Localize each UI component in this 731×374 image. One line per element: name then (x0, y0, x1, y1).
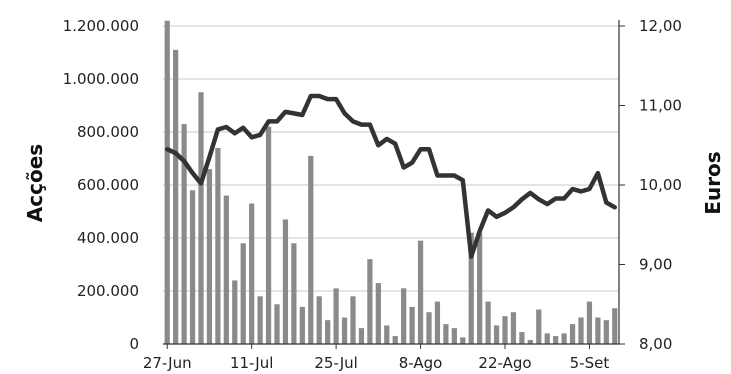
x-tick-label: 22-Ago (478, 354, 531, 372)
y-axis-right-title: Euros (701, 151, 725, 214)
y-axis-left-title: Acções (23, 144, 47, 222)
bar (485, 302, 490, 344)
x-tick-label: 8-Ago (399, 354, 443, 372)
bar (511, 312, 516, 344)
y-left-tick-label: 1.000.000 (63, 70, 139, 88)
bar (502, 316, 507, 344)
bar (165, 21, 170, 344)
bar (359, 328, 364, 344)
y-right-tick-label: 9,00 (639, 256, 672, 274)
bar (578, 318, 583, 345)
y-right-tick-label: 12,00 (639, 17, 682, 35)
bar (536, 310, 541, 344)
bar (570, 324, 575, 344)
x-tick-label: 5-Set (570, 354, 610, 372)
bar (393, 336, 398, 344)
bar (300, 307, 305, 344)
y-left-tick-label: 200.000 (77, 282, 139, 300)
bar (612, 308, 617, 344)
y-left-tick-label: 1.200.000 (63, 17, 139, 35)
y-right-tick-label: 10,00 (639, 176, 682, 194)
bar (409, 307, 414, 344)
bar (198, 92, 203, 344)
y-left-tick-label: 400.000 (77, 229, 139, 247)
x-tick-label: 11-Jul (230, 354, 273, 372)
bar (173, 50, 178, 344)
price-line (167, 96, 615, 257)
bar (257, 296, 262, 344)
y-left-tick-label: 0 (129, 335, 139, 353)
y-left-tick-label: 800.000 (77, 123, 139, 141)
bar (274, 304, 279, 344)
volume-bars (165, 21, 618, 344)
bar (401, 288, 406, 344)
bar (308, 156, 313, 344)
bar (249, 204, 254, 344)
grid-lines (163, 26, 619, 291)
bar (561, 333, 566, 344)
bar (519, 332, 524, 344)
bar (384, 325, 389, 344)
y-right-tick-label: 11,00 (639, 97, 682, 115)
bar (443, 324, 448, 344)
bar (215, 148, 220, 344)
bar (266, 127, 271, 344)
bar (325, 320, 330, 344)
bar (587, 302, 592, 344)
bar (224, 196, 229, 344)
bar (283, 219, 288, 344)
bar (545, 333, 550, 344)
bar (376, 283, 381, 344)
bar (333, 288, 338, 344)
bar (207, 169, 212, 344)
bar (317, 296, 322, 344)
bar (435, 302, 440, 344)
bar (232, 280, 237, 344)
bar (418, 241, 423, 344)
bar (241, 243, 246, 344)
bar (350, 296, 355, 344)
x-tick-label: 27-Jun (143, 354, 192, 372)
price-line-path (167, 96, 615, 257)
x-tick-label: 25-Jul (314, 354, 357, 372)
bar (452, 328, 457, 344)
bar (595, 318, 600, 345)
y-left-tick-label: 600.000 (77, 176, 139, 194)
bar (190, 190, 195, 344)
bar (477, 233, 482, 344)
bar (291, 243, 296, 344)
bar (553, 336, 558, 344)
y-right-tick-label: 8,00 (639, 335, 672, 353)
bar (342, 318, 347, 345)
bar (367, 259, 372, 344)
bar (494, 325, 499, 344)
bar (604, 320, 609, 344)
bar (460, 337, 465, 344)
bar (426, 312, 431, 344)
